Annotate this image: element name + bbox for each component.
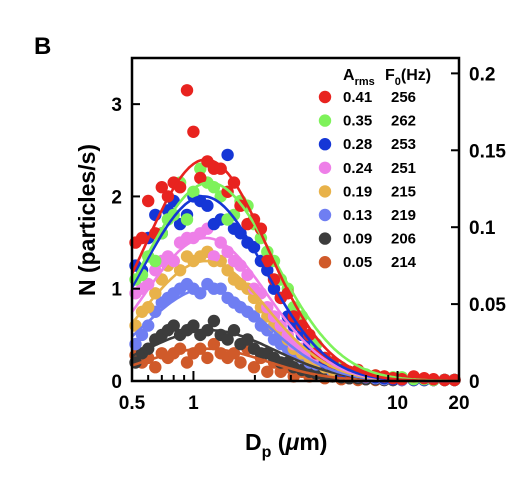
- legend-marker: [318, 90, 332, 104]
- legend-header-arms: Arms: [343, 67, 375, 88]
- left-y-axis-ticks: 0 1 2 3: [111, 95, 140, 393]
- data-point: [221, 333, 234, 346]
- legend-marker: [318, 114, 332, 127]
- legend-f0-value: 256: [391, 89, 416, 106]
- legend-marker: [318, 138, 332, 151]
- data-point: [207, 250, 221, 263]
- data-point: [247, 310, 261, 323]
- legend-f0-value: 214: [391, 254, 417, 271]
- legend-marker: [318, 208, 332, 222]
- data-point: [221, 148, 234, 162]
- legend-arms-value: 0.13: [343, 207, 372, 224]
- right-y-tick-label: 0.05: [469, 295, 506, 316]
- legend-arms-value: 0.35: [343, 113, 372, 130]
- right-y-tick-label: 0: [469, 372, 480, 393]
- legend-arms-value: 0.05: [343, 254, 372, 271]
- legend-arms-value: 0.09: [343, 231, 372, 248]
- data-point: [142, 301, 155, 314]
- x-tick-label: 0.5: [119, 393, 146, 414]
- data-point: [149, 361, 162, 374]
- data-point: [187, 185, 200, 198]
- data-point: [281, 328, 294, 342]
- data-point: [201, 199, 214, 212]
- y-axis-label: N (particles/s): [74, 144, 100, 296]
- data-point: [261, 254, 274, 268]
- data-point: [180, 84, 194, 97]
- data-point: [149, 254, 162, 268]
- right-y-tick-label: 0.1: [469, 218, 496, 239]
- data-point: [234, 356, 247, 369]
- data-point: [287, 301, 300, 314]
- legend-arms-value: 0.28: [343, 136, 372, 153]
- data-point: [261, 365, 274, 378]
- y-tick-label: 0: [111, 372, 122, 393]
- data-point: [227, 208, 241, 222]
- legend-marker: [318, 161, 332, 174]
- data-point: [187, 319, 200, 332]
- data-point: [180, 213, 194, 226]
- x-tick-label: 10: [387, 393, 408, 414]
- legend-f0-value: 253: [391, 136, 416, 153]
- legend-arms-value: 0.19: [343, 183, 372, 200]
- data-point: [214, 162, 227, 175]
- legend-f0-value: 215: [391, 183, 416, 200]
- data-point: [142, 194, 155, 208]
- y-tick-label: 2: [111, 187, 122, 208]
- data-point: [194, 171, 207, 185]
- y-tick-label: 3: [111, 95, 122, 116]
- data-point: [201, 351, 214, 365]
- legend-arms-value: 0.41: [343, 89, 372, 106]
- legend-f0-value: 206: [391, 231, 416, 248]
- legend-f0-value: 251: [391, 160, 416, 177]
- legend-marker: [318, 256, 332, 269]
- data-point: [180, 356, 194, 369]
- legend: Arms F0(Hz) 0.41 256 0.35 262 0.28 253 0.24 251…: [318, 67, 431, 271]
- data-point: [187, 125, 200, 138]
- legend-arms-value: 0.24: [343, 160, 373, 177]
- data-point: [247, 361, 261, 374]
- plot-frame: [130, 56, 461, 383]
- legend-f0-value: 262: [391, 113, 416, 130]
- legend-header-f0: F0(Hz): [385, 67, 431, 88]
- data-point: [207, 314, 221, 328]
- legend-marker: [318, 232, 332, 245]
- panel-label: B: [34, 33, 51, 60]
- right-y-tick-label: 0.15: [469, 141, 506, 162]
- data-point: [142, 277, 155, 291]
- data-point: [207, 337, 221, 351]
- data-point: [167, 319, 180, 332]
- right-y-tick-label: 0.2: [469, 64, 495, 85]
- right-y-axis-ticks: 0 0.05 0.1 0.15 0.2: [451, 64, 506, 393]
- data-point: [142, 319, 155, 332]
- x-tick-label: 20: [448, 393, 469, 414]
- legend-marker: [318, 185, 332, 198]
- data-point: [155, 181, 168, 194]
- x-axis-ticks: 0.5 1 10 20: [119, 371, 470, 414]
- x-tick-label: 1: [188, 393, 199, 414]
- legend-f0-value: 219: [391, 207, 416, 224]
- data-point: [135, 231, 149, 245]
- x-axis-label: Dp (μm): [245, 429, 327, 461]
- y-tick-label: 1: [111, 280, 122, 301]
